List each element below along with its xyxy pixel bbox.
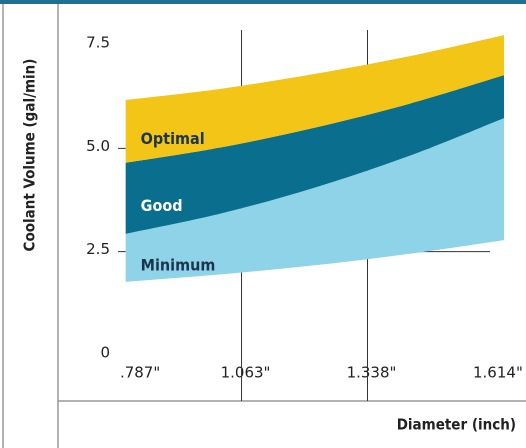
band [125, 118, 505, 282]
band-label: Good [141, 196, 183, 215]
x-tick-label: .787" [120, 364, 160, 382]
x-tick-label: 1.338" [347, 364, 397, 382]
x-tick-label: 1.614" [473, 364, 523, 382]
x-axis-label: Diameter (inch) [397, 416, 516, 434]
y-axis-label: Coolant Volume (gal/min) [21, 59, 39, 252]
y-tick-label: 5.0 [86, 137, 110, 155]
band-label: Minimum [141, 255, 216, 274]
band-label: Optimal [141, 129, 205, 148]
y-tick-label: 2.5 [86, 240, 110, 258]
y-tick-label: 0 [100, 344, 110, 362]
x-tick-label: 1.063" [221, 364, 271, 382]
top-border [0, 0, 526, 4]
y-tick-label: 7.5 [86, 34, 110, 52]
band [125, 75, 505, 234]
band [125, 35, 505, 163]
